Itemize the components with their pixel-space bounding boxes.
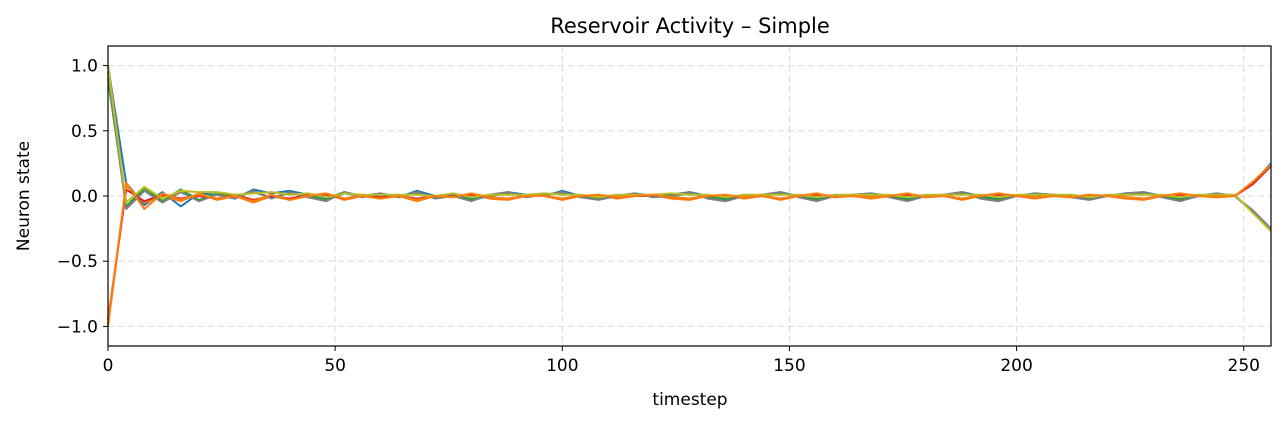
chart-title: Reservoir Activity – Simple (550, 14, 830, 38)
x-tick-label: 150 (773, 356, 805, 376)
x-tick-label: 50 (324, 356, 346, 376)
y-axis-label: Neuron state (14, 141, 34, 251)
x-tick-label: 100 (546, 356, 578, 376)
y-tick-label: −1.0 (57, 317, 98, 337)
y-axis: 1.0 0.5 0.0 −0.5 −1.0 (57, 57, 108, 337)
series-line-4 (107, 165, 1272, 321)
series-line-7 (107, 163, 1272, 324)
x-axis: 0 50 100 150 200 250 (103, 346, 1260, 376)
series-group (107, 65, 1272, 327)
x-axis-label: timestep (652, 390, 727, 410)
series-line-5 (107, 71, 1272, 230)
y-tick-label: 0.5 (71, 122, 98, 142)
y-tick-label: 0.0 (71, 187, 98, 207)
x-tick-label: 250 (1228, 356, 1260, 376)
series-line-2 (107, 163, 1272, 327)
y-tick-label: −0.5 (57, 252, 98, 272)
series-line-3 (107, 78, 1272, 231)
series-line-6 (107, 65, 1272, 232)
x-tick-label: 200 (1000, 356, 1032, 376)
x-tick-label: 0 (103, 356, 114, 376)
y-tick-label: 1.0 (71, 57, 98, 77)
series-line-1 (107, 65, 1272, 208)
